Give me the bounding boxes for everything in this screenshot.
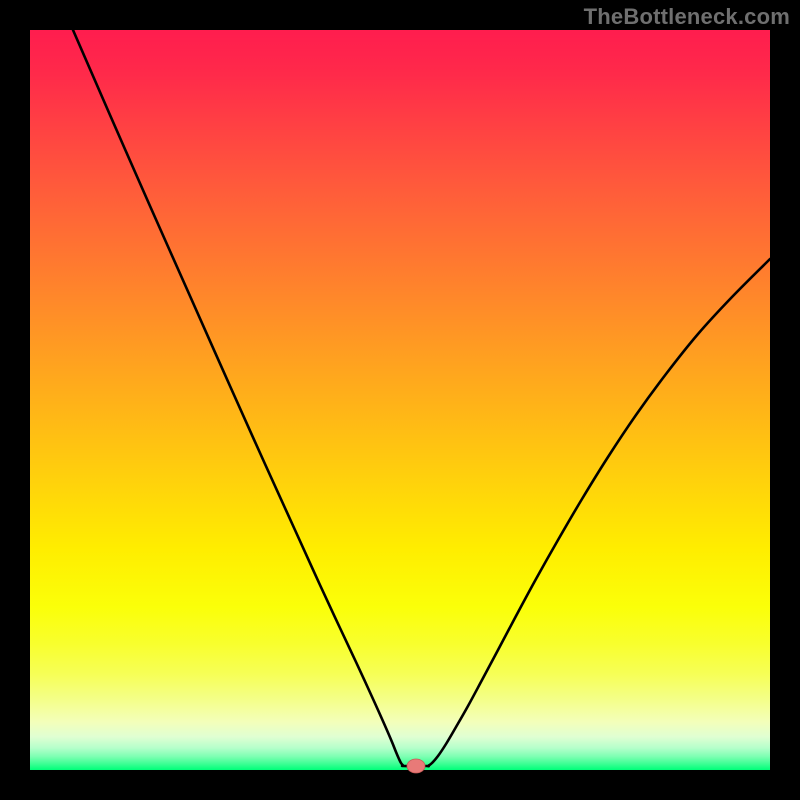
minimum-marker [407, 759, 425, 773]
watermark-text: TheBottleneck.com [584, 4, 790, 30]
chart-stage: { "watermark": { "text": "TheBottleneck.… [0, 0, 800, 800]
chart-svg [0, 0, 800, 800]
plot-area [30, 30, 770, 770]
